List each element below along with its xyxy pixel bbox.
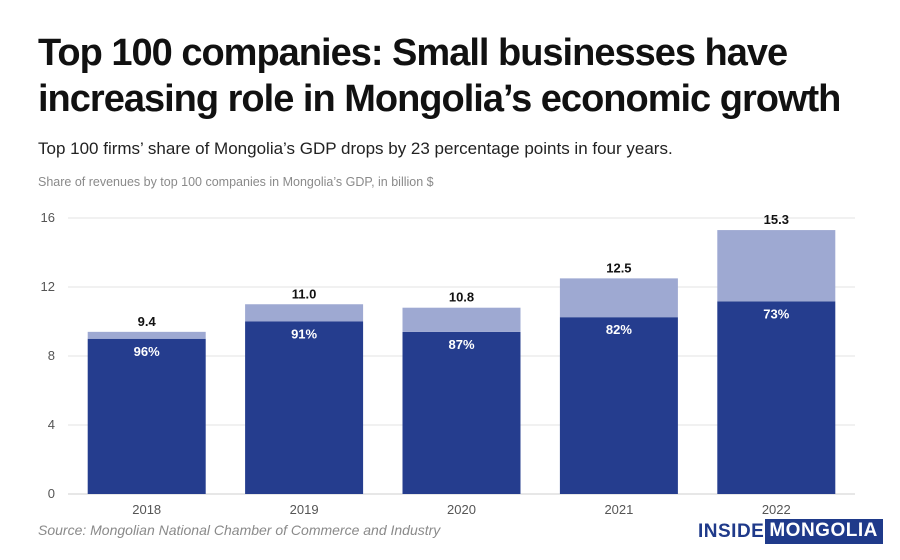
- y-tick-label: 4: [48, 417, 55, 432]
- bar-top100-share: [87, 338, 206, 494]
- total-label: 12.5: [606, 260, 631, 275]
- chart-title: Top 100 companies: Small businesses have…: [38, 32, 841, 120]
- x-tick-label: 2021: [604, 502, 633, 515]
- bar-remainder: [402, 307, 521, 332]
- bar-top100-share: [245, 321, 364, 494]
- bar-remainder: [87, 331, 206, 339]
- share-label: 82%: [606, 322, 632, 337]
- x-tick-label: 2019: [290, 502, 319, 515]
- bars: [87, 230, 836, 494]
- bar-top100-share: [402, 331, 521, 494]
- y-axis-ticks: 0 4 8 12 16: [41, 210, 55, 501]
- share-label: 91%: [291, 327, 317, 342]
- bar-remainder: [245, 304, 364, 322]
- total-label: 11.0: [292, 286, 317, 301]
- chart-note: Share of revenues by top 100 companies i…: [38, 175, 434, 189]
- x-tick-label: 2020: [447, 502, 476, 515]
- share-label: 73%: [763, 306, 789, 321]
- y-tick-label: 16: [41, 210, 55, 225]
- inside-mongolia-logo: INSIDE MONGOLIA: [698, 519, 883, 544]
- x-tick-label: 2022: [762, 502, 791, 515]
- bar-top100-share: [559, 317, 678, 494]
- chart-subtitle: Top 100 firms’ share of Mongolia’s GDP d…: [38, 139, 673, 158]
- x-axis-ticks: 2018 2019 2020 2021 2022: [132, 502, 791, 515]
- logo-text-inside: INSIDE: [698, 520, 765, 542]
- bar-top100-share: [717, 301, 836, 494]
- y-tick-label: 12: [41, 279, 55, 294]
- bar-remainder: [559, 278, 678, 318]
- total-label: 9.4: [138, 314, 157, 329]
- bar-labels: 96% 9.4 91% 11.0 87% 10.8 82% 12.5 73% 15.3: [134, 212, 790, 359]
- total-label: 15.3: [764, 212, 789, 227]
- bar-remainder: [717, 230, 836, 302]
- logo-text-mongolia: MONGOLIA: [765, 519, 883, 544]
- y-tick-label: 0: [48, 486, 55, 501]
- bar-chart: 0 4 8 12 16 96% 9.4 91% 11.0 87% 10.8 82% 12.5 73% 15…: [41, 210, 855, 515]
- total-label: 10.8: [449, 290, 474, 305]
- source-note: Source: Mongolian National Chamber of Co…: [38, 522, 441, 538]
- share-label: 87%: [448, 337, 474, 352]
- y-tick-label: 8: [48, 348, 55, 363]
- x-tick-label: 2018: [132, 502, 161, 515]
- share-label: 96%: [134, 344, 160, 359]
